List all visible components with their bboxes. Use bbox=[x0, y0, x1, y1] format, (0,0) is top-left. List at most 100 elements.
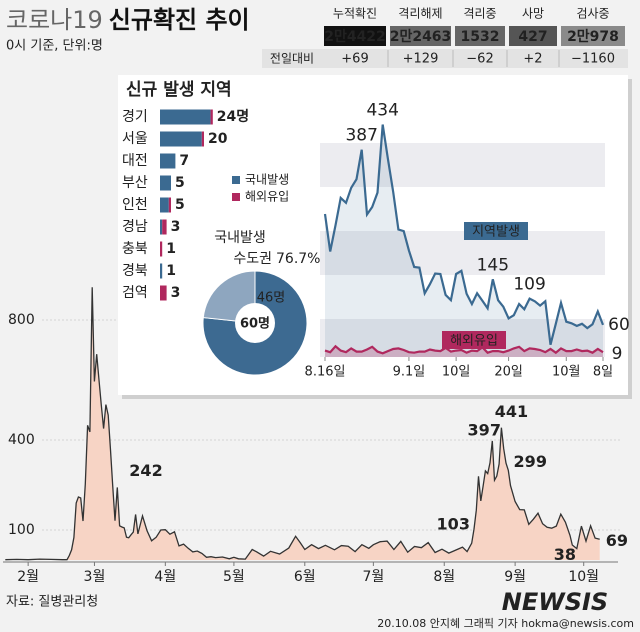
value-label: 5 bbox=[175, 175, 185, 191]
data-label: 441 bbox=[495, 402, 528, 421]
subtitle: 0시 기준, 단위:명 bbox=[6, 39, 103, 54]
category-label: 경북 bbox=[122, 263, 148, 279]
stat-header: 격리중 bbox=[463, 7, 496, 21]
category-label: 검역 bbox=[122, 285, 148, 301]
value-label: 3 bbox=[171, 285, 181, 301]
x-tick-label: 10월 bbox=[568, 569, 599, 585]
category-label: 대전 bbox=[122, 153, 148, 169]
value-label: 7 bbox=[179, 153, 189, 169]
main-chart: 100 400 800 2월 3월 4월 5월 6월 7월 8월 9월 10월 242 103 397441… bbox=[3, 287, 628, 585]
data-label: 9 bbox=[612, 344, 623, 364]
stat-change: −62 bbox=[466, 52, 493, 67]
data-label: 38 bbox=[554, 545, 576, 564]
stat-change: +69 bbox=[341, 52, 368, 67]
change-label: 전일대비 bbox=[270, 52, 314, 66]
change-row bbox=[262, 49, 628, 68]
legend-swatch bbox=[232, 193, 240, 201]
pie-slice bbox=[202, 270, 308, 376]
stat-header: 검사중 bbox=[576, 7, 609, 21]
series-tag bbox=[464, 222, 528, 240]
data-label: 242 bbox=[129, 461, 162, 480]
x-tick-label: 20일 bbox=[494, 365, 523, 380]
value-label: 1 bbox=[166, 241, 176, 257]
stat-value: 2만4422 bbox=[324, 29, 386, 45]
bar-segment bbox=[160, 197, 169, 213]
series-name: 해외유입 bbox=[450, 334, 498, 349]
data-label: 109 bbox=[513, 275, 545, 295]
bar-segment bbox=[210, 109, 213, 125]
area-fill bbox=[5, 287, 600, 560]
bar-segment bbox=[162, 219, 167, 235]
y-tick-label: 100 bbox=[8, 522, 35, 538]
stat-box bbox=[561, 26, 625, 46]
pie-category: 수도권 bbox=[233, 251, 272, 267]
data-label: 145 bbox=[477, 255, 509, 275]
bar-segment bbox=[160, 263, 163, 279]
category-label: 충북 bbox=[122, 241, 148, 257]
title-gray: 코로나19 bbox=[6, 6, 103, 34]
stat-header: 누적확진 bbox=[333, 7, 377, 21]
bar-segment bbox=[201, 131, 204, 147]
x-tick-label: 9월 bbox=[504, 569, 526, 585]
x-tick-label: 2월 bbox=[17, 569, 39, 585]
y-tick-label: 800 bbox=[8, 312, 35, 328]
stat-value: 1532 bbox=[461, 29, 500, 45]
legend-label: 해외유입 bbox=[245, 190, 289, 204]
stat-header: 사망 bbox=[522, 7, 544, 21]
value-label: 3 bbox=[171, 219, 181, 235]
category-label: 부산 bbox=[122, 175, 148, 191]
data-label: 60 bbox=[608, 315, 630, 335]
x-tick-label: 8월 bbox=[433, 569, 455, 585]
x-tick-label: 7월 bbox=[362, 569, 384, 585]
legend-swatch bbox=[232, 176, 240, 184]
data-label: 103 bbox=[437, 515, 470, 534]
pie-total: 60명 bbox=[240, 316, 270, 332]
x-tick-label: 8.16일 bbox=[305, 365, 346, 380]
stat-change: +2 bbox=[523, 52, 542, 67]
x-tick-label: 10일 bbox=[442, 365, 471, 380]
category-label: 인천 bbox=[122, 197, 148, 213]
stat-value: 2만2463 bbox=[390, 29, 452, 45]
line-area bbox=[325, 124, 603, 357]
band bbox=[320, 231, 605, 275]
stat-value: 427 bbox=[518, 29, 547, 45]
data-label: 69 bbox=[606, 531, 628, 550]
data-label: 387 bbox=[345, 126, 377, 146]
pie-share: 76.7% bbox=[276, 251, 320, 267]
bar-segment bbox=[168, 197, 171, 213]
bar-segment bbox=[160, 175, 171, 191]
legend-label: 국내발생 bbox=[245, 173, 289, 187]
value-label: 24명 bbox=[217, 108, 249, 125]
data-label: 299 bbox=[514, 452, 547, 471]
stat-box bbox=[390, 26, 451, 46]
bar-segment bbox=[160, 241, 163, 257]
series-name: 지역발생 bbox=[472, 225, 520, 240]
series-tag bbox=[442, 331, 506, 349]
stat-value: 2만978 bbox=[567, 29, 619, 45]
x-tick-label: 10월 bbox=[552, 365, 581, 380]
category-label: 서울 bbox=[122, 131, 148, 147]
band bbox=[320, 143, 605, 187]
stat-change: +129 bbox=[403, 52, 439, 67]
pie-hole bbox=[235, 303, 275, 343]
x-tick-label: 4월 bbox=[154, 569, 176, 585]
title: 코로나19 신규확진 추이 bbox=[6, 6, 250, 34]
value-label: 20 bbox=[208, 131, 228, 147]
x-tick-label: 9.1일 bbox=[393, 365, 426, 380]
category-label: 경남 bbox=[122, 219, 148, 235]
area-line bbox=[5, 287, 600, 561]
pie-title: 국내발생 bbox=[214, 230, 266, 246]
category-label: 경기 bbox=[122, 109, 148, 125]
bar-segment bbox=[160, 109, 211, 125]
value-label: 5 bbox=[175, 197, 185, 213]
logo: NEWSIS bbox=[502, 588, 608, 616]
x-tick-label: 5월 bbox=[223, 569, 245, 585]
data-label: 434 bbox=[366, 101, 398, 121]
x-tick-label: 6월 bbox=[294, 569, 316, 585]
value-label: 1 bbox=[166, 263, 176, 279]
x-tick-label: 3월 bbox=[84, 569, 106, 585]
bar-segment bbox=[160, 285, 167, 301]
